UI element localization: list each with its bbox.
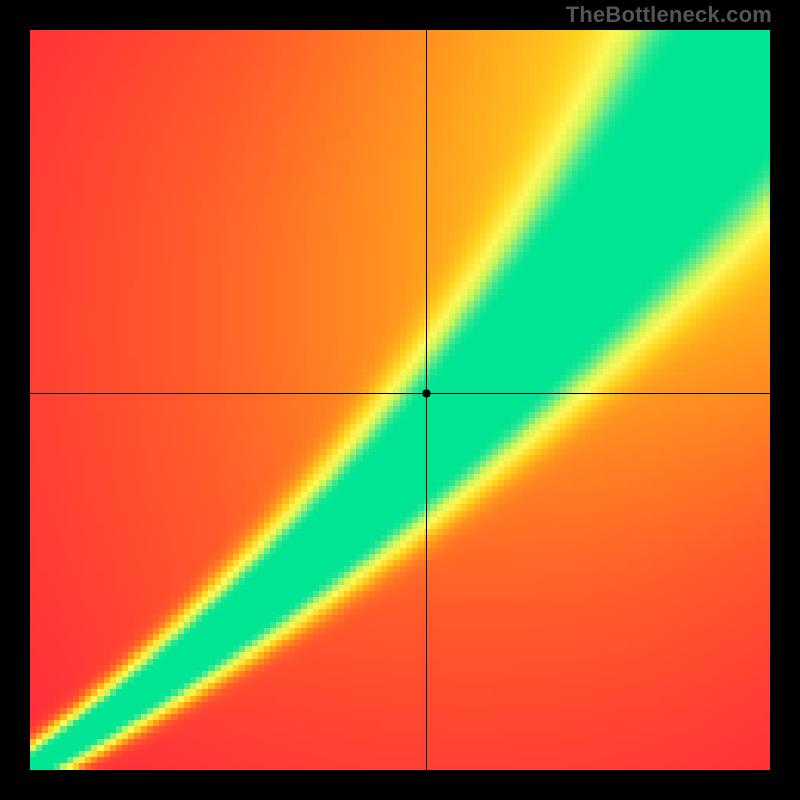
bottleneck-heatmap <box>30 30 770 770</box>
watermark-text: TheBottleneck.com <box>566 2 772 28</box>
chart-stage: TheBottleneck.com <box>0 0 800 800</box>
